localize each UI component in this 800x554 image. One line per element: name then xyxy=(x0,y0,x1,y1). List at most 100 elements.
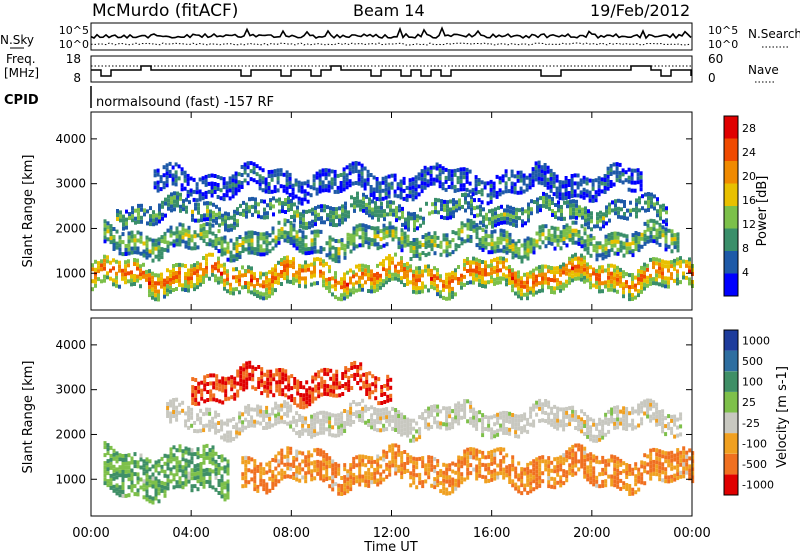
heatmap-cell xyxy=(373,273,376,278)
heatmap-cell xyxy=(307,462,311,467)
heatmap-cell xyxy=(502,249,506,254)
heatmap-cell xyxy=(162,181,166,186)
heatmap-cell xyxy=(304,247,308,252)
heatmap-cell xyxy=(506,220,509,225)
heatmap-cell xyxy=(169,281,172,286)
heatmap-cell xyxy=(364,408,368,413)
heatmap-cell xyxy=(355,232,359,237)
heatmap-cell xyxy=(299,220,302,225)
heatmap-cell xyxy=(344,201,347,206)
heatmap-cell xyxy=(586,274,589,279)
heatmap-cell xyxy=(301,230,305,235)
heatmap-cell xyxy=(372,175,376,180)
heatmap-cell xyxy=(241,472,245,477)
heatmap-cell xyxy=(547,277,550,282)
heatmap-cell xyxy=(272,204,275,209)
heatmap-cell xyxy=(412,285,415,290)
heatmap-cell xyxy=(313,237,317,242)
heatmap-cell xyxy=(127,485,131,490)
noise-panel: N.Sky 10^5 10^0 10^5 10^0 N.Search xyxy=(0,22,800,51)
heatmap-cell xyxy=(664,227,668,232)
heatmap-cell xyxy=(316,229,320,234)
heatmap-cell xyxy=(154,285,157,290)
heatmap-cell xyxy=(637,232,641,237)
heatmap-cell xyxy=(616,468,620,473)
heatmap-cell xyxy=(109,232,113,237)
heatmap-cell xyxy=(301,246,305,251)
heatmap-cell xyxy=(303,189,307,194)
heatmap-cell xyxy=(358,414,362,418)
heatmap-cell xyxy=(505,419,509,423)
heatmap-cell xyxy=(292,257,295,262)
heatmap-cell xyxy=(450,185,454,190)
heatmap-cell xyxy=(412,464,416,469)
heatmap-cell xyxy=(160,480,164,485)
heatmap-cell xyxy=(305,225,308,230)
heatmap-cell xyxy=(370,464,374,469)
heatmap-cell xyxy=(308,221,311,226)
heatmap-cell xyxy=(112,239,116,243)
heatmap-cell xyxy=(295,411,299,416)
heatmap-cell xyxy=(421,456,425,461)
heatmap-cell xyxy=(233,225,236,230)
heatmap-cell xyxy=(679,450,683,455)
heatmap-cell xyxy=(223,278,226,283)
heatmap-cell xyxy=(286,271,289,276)
heatmap-cell xyxy=(586,457,590,462)
heatmap-cell xyxy=(394,252,397,257)
heatmap-cell xyxy=(565,271,568,276)
heatmap-cell xyxy=(298,430,302,434)
heatmap-cell xyxy=(235,422,239,427)
heatmap-cell xyxy=(526,280,529,285)
heatmap-cell xyxy=(536,205,539,210)
heatmap-cell xyxy=(331,245,335,250)
heatmap-cell xyxy=(415,274,418,279)
heatmap-cell xyxy=(376,454,380,459)
heatmap-cell xyxy=(169,455,173,460)
heatmap-cell xyxy=(262,272,265,277)
heatmap-cell xyxy=(175,271,178,275)
heatmap-cell xyxy=(300,185,304,190)
heatmap-cell xyxy=(159,175,163,180)
heatmap-cell xyxy=(271,478,275,482)
heatmap-cell xyxy=(226,463,230,468)
heatmap-cell xyxy=(424,467,428,472)
heatmap-cell xyxy=(432,181,436,186)
heatmap-cell xyxy=(236,219,239,224)
heatmap-cell xyxy=(388,278,391,282)
heatmap-cell xyxy=(217,229,221,234)
heatmap-cell xyxy=(652,459,656,464)
heatmap-cell xyxy=(424,479,428,484)
heatmap-cell xyxy=(143,212,146,217)
heatmap-cell xyxy=(457,467,461,472)
heatmap-cell xyxy=(343,409,347,413)
heatmap-cell xyxy=(250,274,253,279)
heatmap-cell xyxy=(136,472,140,477)
heatmap-cell xyxy=(178,222,182,227)
heatmap-cell xyxy=(160,464,164,469)
heatmap-cell xyxy=(304,455,308,460)
heatmap-cell xyxy=(454,482,458,487)
heatmap-cell xyxy=(559,483,563,488)
heatmap-cell xyxy=(316,471,320,476)
heatmap-cell xyxy=(355,414,359,419)
heatmap-cell xyxy=(134,216,137,221)
heatmap-cell xyxy=(583,466,587,471)
heatmap-cell xyxy=(442,478,446,483)
heatmap-cell xyxy=(193,476,197,481)
heatmap-cell xyxy=(349,249,353,254)
heatmap-cell xyxy=(310,282,313,287)
heatmap-cell xyxy=(181,283,184,288)
heatmap-cell xyxy=(561,196,565,201)
heatmap-cell xyxy=(246,165,250,170)
heatmap-cell xyxy=(130,278,133,283)
heatmap-cell xyxy=(262,479,266,484)
heatmap-cell xyxy=(527,214,530,219)
heatmap-cell xyxy=(505,234,509,239)
heatmap-cell xyxy=(511,421,515,425)
heatmap-cell xyxy=(379,416,383,421)
heatmap-cell xyxy=(430,276,433,281)
heatmap-cell xyxy=(606,170,610,175)
heatmap-cell xyxy=(598,484,602,489)
heatmap-cell xyxy=(534,169,538,174)
